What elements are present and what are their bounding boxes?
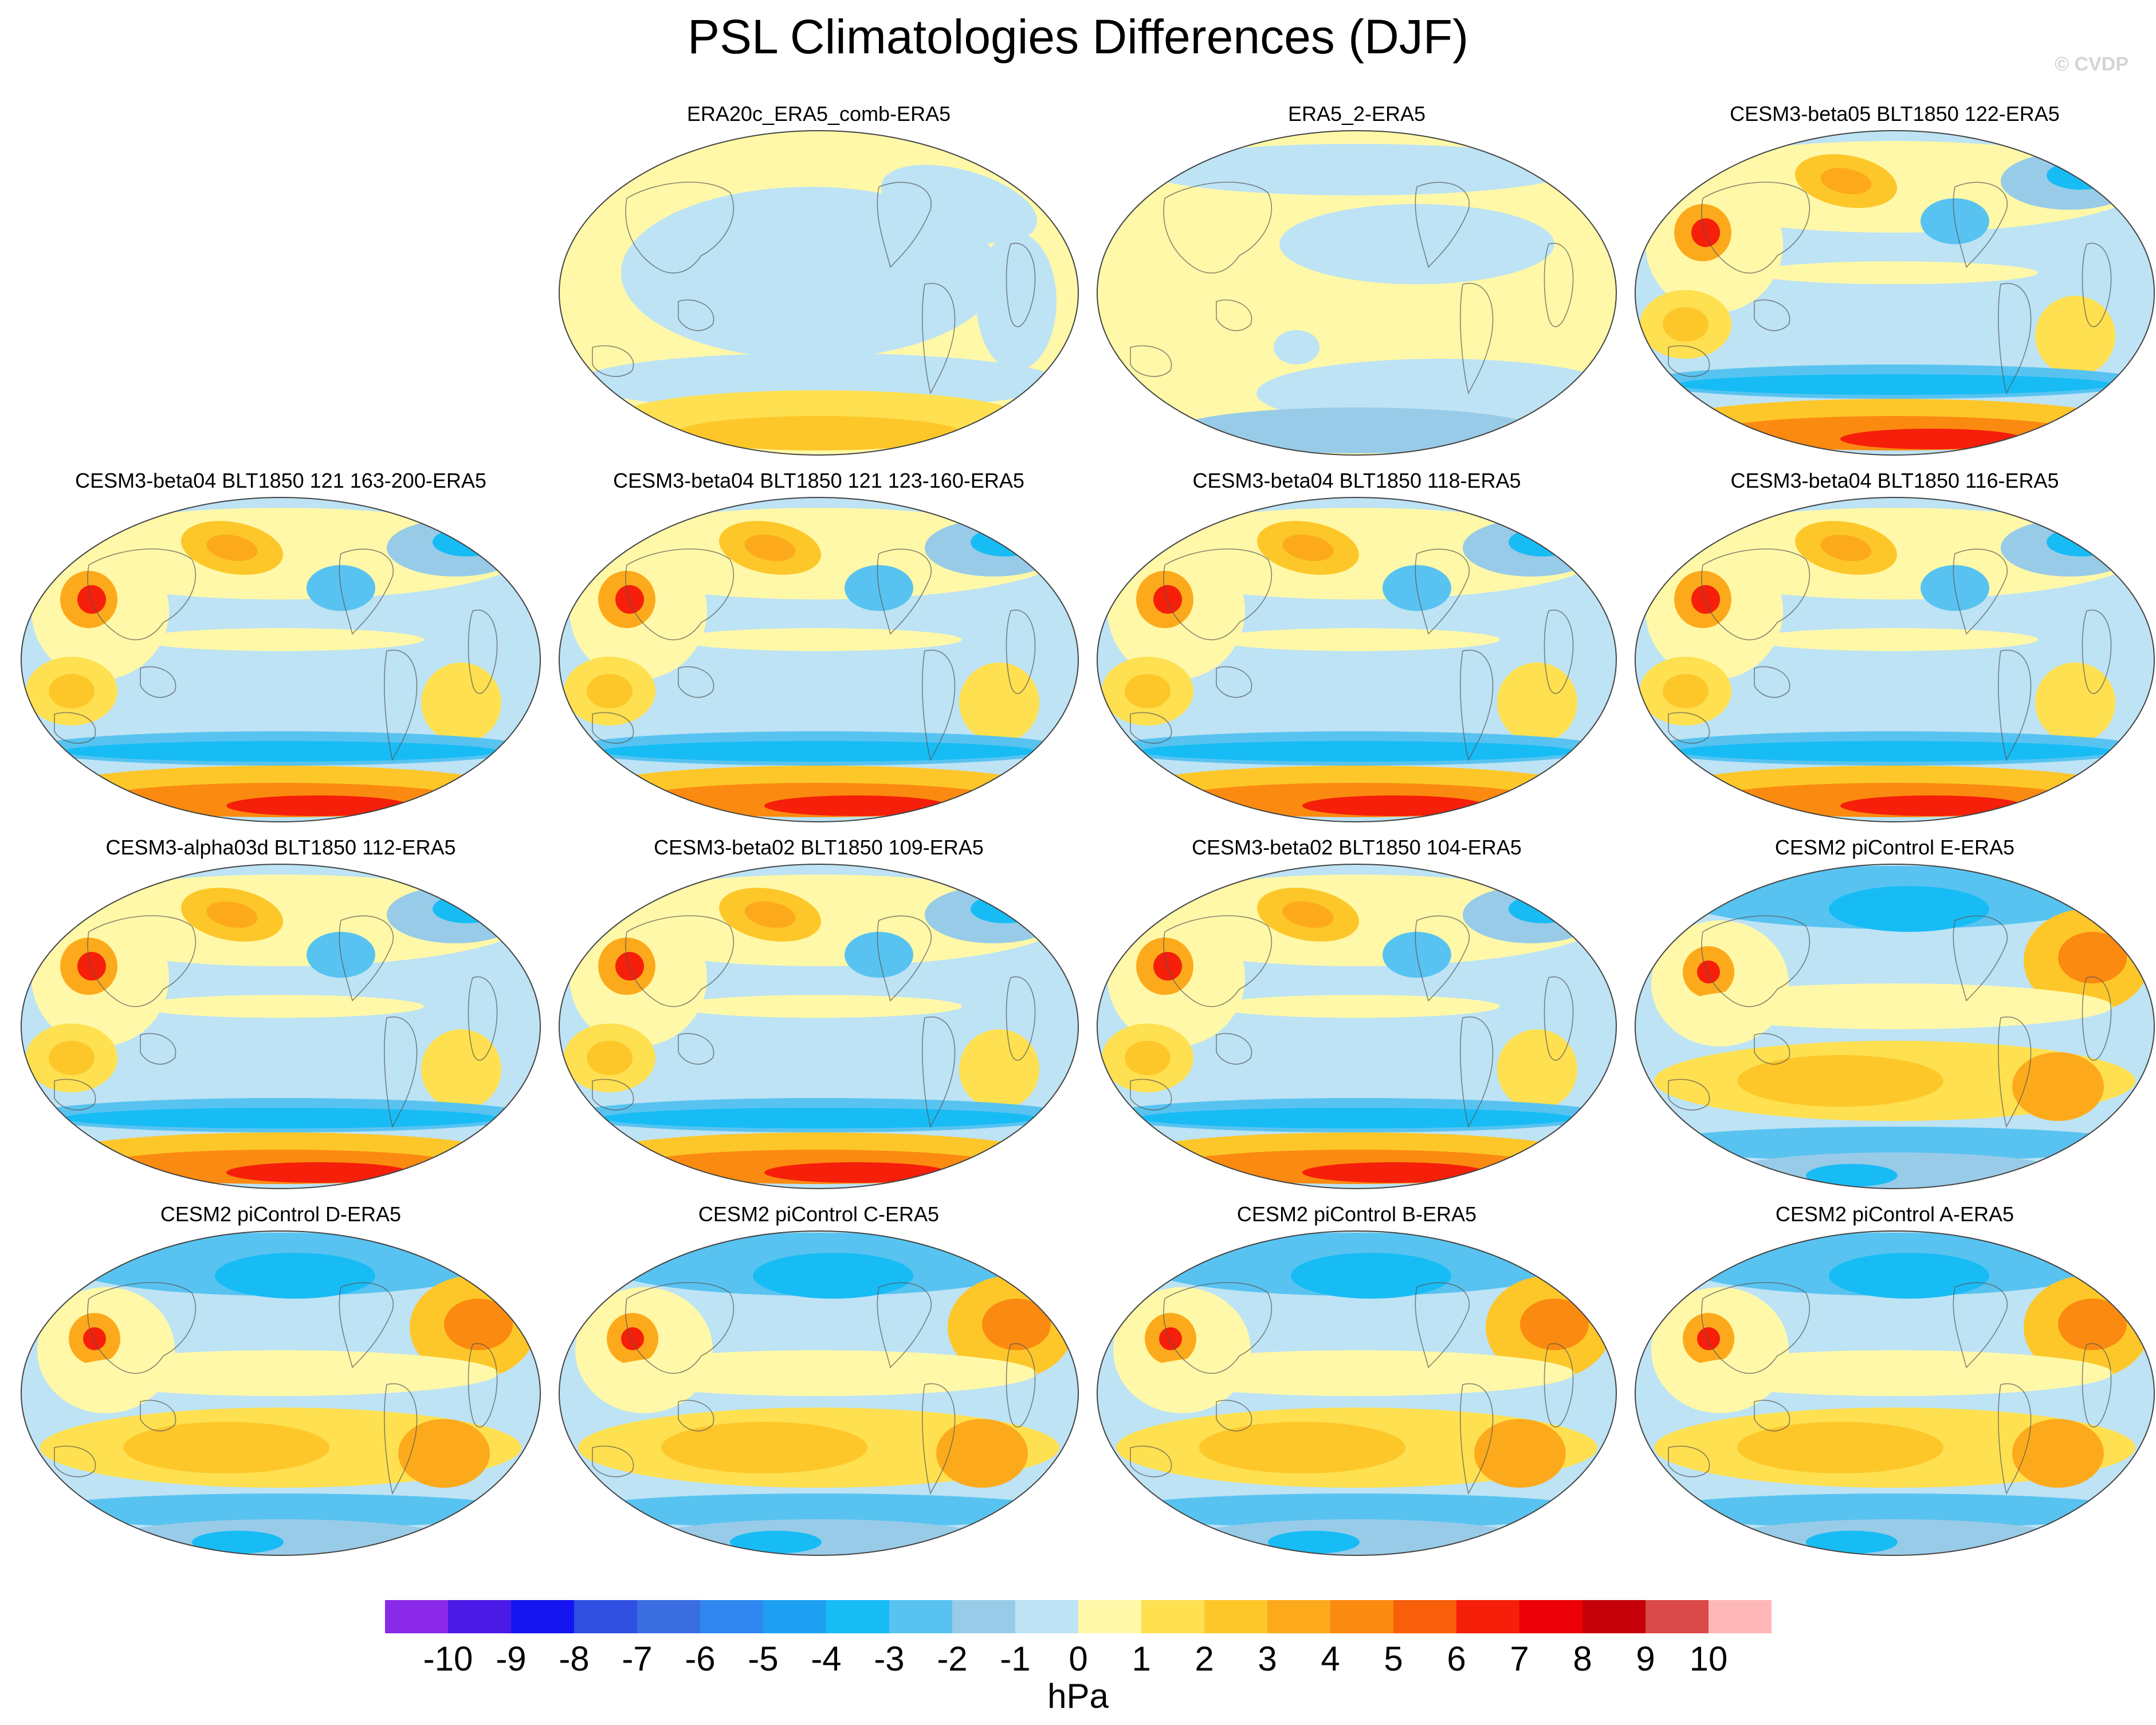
panel-title: CESM2 piControl A-ERA5 <box>1775 1202 2014 1226</box>
page-title: PSL Climatologies Differences (DJF) <box>687 10 1469 64</box>
colorbar-tick-label: 2 <box>1195 1640 1214 1678</box>
colorbar-swatch <box>1078 1600 1141 1633</box>
colorbar-tick-label: -3 <box>874 1640 905 1678</box>
robinson-map <box>1635 130 2155 456</box>
colorbar-swatch <box>700 1600 763 1633</box>
colorbar-tick-label: 8 <box>1573 1640 1592 1678</box>
panel-title: CESM2 piControl E-ERA5 <box>1774 836 2015 859</box>
robinson-map <box>1097 1230 1617 1556</box>
colorbar-swatch <box>1015 1600 1078 1633</box>
colorbar-tick-label: 9 <box>1636 1640 1655 1678</box>
colorbar-tick-label: 6 <box>1447 1640 1466 1678</box>
colorbar-swatch <box>574 1600 637 1633</box>
panel-title: CESM3-alpha03d BLT1850 112-ERA5 <box>105 836 456 859</box>
colorbar-swatch <box>1709 1600 1772 1633</box>
colorbar-tick-label: -2 <box>937 1640 968 1678</box>
robinson-map <box>1097 130 1617 456</box>
robinson-map <box>21 1230 541 1556</box>
robinson-map <box>1635 1230 2155 1556</box>
colorbar-swatch <box>889 1600 952 1633</box>
colorbar-tick-label: -4 <box>811 1640 842 1678</box>
panel-title: CESM3-beta04 BLT1850 116-ERA5 <box>1730 469 2059 492</box>
colorbar-swatch <box>1267 1600 1330 1633</box>
robinson-map <box>1635 864 2155 1189</box>
colorbar-tick-label: -6 <box>685 1640 716 1678</box>
robinson-map <box>1635 497 2155 822</box>
robinson-map <box>559 864 1079 1189</box>
colorbar-tick-label: 7 <box>1510 1640 1529 1678</box>
robinson-map <box>559 1230 1079 1556</box>
colorbar-swatch <box>385 1600 448 1633</box>
panel-title: ERA5_2-ERA5 <box>1287 102 1426 126</box>
colorbar-tick-label: 10 <box>1689 1640 1728 1678</box>
panel-title: CESM3-beta04 BLT1850 121 163-200-ERA5 <box>75 469 486 492</box>
colorbar-swatch <box>1330 1600 1393 1633</box>
colorbar-swatch <box>1646 1600 1709 1633</box>
robinson-map <box>21 864 541 1189</box>
robinson-map <box>559 130 1079 456</box>
robinson-map <box>21 497 541 822</box>
colorbar-swatch <box>826 1600 889 1633</box>
watermark: © CVDP <box>2055 53 2128 75</box>
colorbar-tick-label: -9 <box>496 1640 527 1678</box>
robinson-map <box>559 497 1079 822</box>
colorbar-swatch <box>1582 1600 1646 1633</box>
panel-title: CESM3-beta04 BLT1850 121 123-160-ERA5 <box>613 469 1024 492</box>
panel-title: CESM3-beta02 BLT1850 104-ERA5 <box>1192 836 1522 859</box>
colorbar <box>385 1600 1772 1633</box>
colorbar-swatch <box>952 1600 1015 1633</box>
colorbar-swatch <box>1456 1600 1519 1633</box>
colorbar-tick-label: -5 <box>748 1640 779 1678</box>
colorbar-swatch <box>763 1600 826 1633</box>
colorbar-swatch <box>511 1600 574 1633</box>
panel-title: CESM2 piControl C-ERA5 <box>698 1202 940 1226</box>
robinson-map <box>1097 497 1617 822</box>
colorbar-swatch <box>637 1600 700 1633</box>
colorbar-tick-label: -8 <box>559 1640 590 1678</box>
colorbar-tick-label: 5 <box>1384 1640 1403 1678</box>
panel-title: CESM2 piControl D-ERA5 <box>160 1202 402 1226</box>
panel-title: CESM3-beta05 BLT1850 122-ERA5 <box>1730 102 2060 126</box>
colorbar-swatch <box>1204 1600 1267 1633</box>
panel-title: CESM3-beta04 BLT1850 118-ERA5 <box>1192 469 1521 492</box>
panel-title: ERA20c_ERA5_comb-ERA5 <box>686 102 951 126</box>
panel-title: CESM3-beta02 BLT1850 109-ERA5 <box>654 836 984 859</box>
colorbar-units: hPa <box>1047 1677 1109 1715</box>
robinson-map <box>1097 864 1617 1189</box>
colorbar-swatch <box>1519 1600 1582 1633</box>
colorbar-tick-label: -7 <box>622 1640 653 1678</box>
colorbar-tick-label: -10 <box>423 1640 473 1678</box>
colorbar-tick-label: -1 <box>1000 1640 1031 1678</box>
panel-title: CESM2 piControl B-ERA5 <box>1236 1202 1477 1226</box>
colorbar-ticks: -10 -9 -8 -7 -6 -5 -4 -3 -2 -1 0 1 2 3 4 5 6 7 8 9 10 <box>385 1639 1772 1679</box>
colorbar-tick-label: 0 <box>1069 1640 1088 1678</box>
colorbar-swatch <box>448 1600 511 1633</box>
colorbar-tick-label: 1 <box>1132 1640 1151 1678</box>
colorbar-tick-label: 3 <box>1258 1640 1277 1678</box>
colorbar-swatch <box>1393 1600 1456 1633</box>
colorbar-swatch <box>1141 1600 1204 1633</box>
colorbar-tick-label: 4 <box>1321 1640 1340 1678</box>
